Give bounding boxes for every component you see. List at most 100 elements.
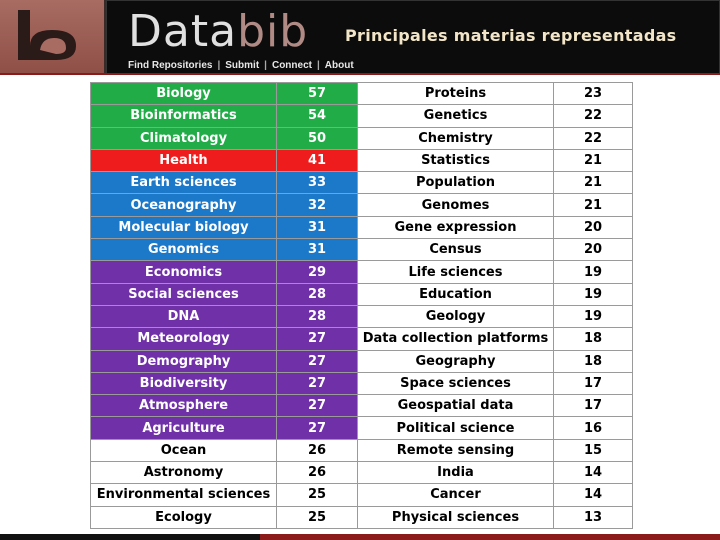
- left-count-cell: 28: [276, 304, 358, 329]
- right-count-cell: 23: [553, 81, 633, 106]
- left-subject-cell: Environmental sciences: [90, 483, 277, 507]
- page-title: Principales materias representadas: [345, 26, 677, 45]
- right-subject-cell: Political science: [357, 416, 554, 440]
- table-row: Agriculture 27 Political science 16: [90, 416, 633, 440]
- left-count-cell: 50: [276, 126, 358, 150]
- left-subject-cell: Biology: [90, 81, 277, 106]
- right-count-cell: 20: [553, 238, 633, 262]
- footer-strip: [0, 534, 720, 540]
- footer-accent: [260, 534, 720, 540]
- right-subject-cell: Remote sensing: [357, 438, 554, 463]
- right-subject-cell: Life sciences: [357, 260, 554, 284]
- right-count-cell: 19: [553, 282, 633, 306]
- right-subject-cell: Proteins: [357, 81, 554, 106]
- table-row: Meteorology 27 Data collection platforms 18: [90, 327, 633, 351]
- right-subject-cell: Gene expression: [357, 215, 554, 240]
- right-subject-cell: Genetics: [357, 104, 554, 128]
- left-count-cell: 25: [276, 505, 358, 529]
- left-subject-cell: Meteorology: [90, 327, 277, 351]
- left-count-cell: 29: [276, 260, 358, 284]
- right-subject-cell: Census: [357, 238, 554, 262]
- right-count-cell: 22: [553, 126, 633, 150]
- left-subject-cell: Biodiversity: [90, 371, 277, 396]
- left-subject-cell: Oceanography: [90, 193, 277, 217]
- right-count-cell: 17: [553, 394, 633, 418]
- subjects-table: Biology 57 Proteins 23 Bioinformatics 54 Genet…: [90, 81, 633, 529]
- table-row: Ecology 25 Physical sciences 13: [90, 505, 633, 529]
- left-subject-cell: Genomics: [90, 238, 277, 262]
- left-count-cell: 57: [276, 81, 358, 106]
- table-row: Atmosphere 27 Geospatial data 17: [90, 394, 633, 418]
- right-count-cell: 19: [553, 304, 633, 329]
- left-count-cell: 28: [276, 282, 358, 306]
- table-row: Molecular biology 31 Gene expression 20: [90, 215, 633, 240]
- nav-find-repositories[interactable]: Find Repositories: [128, 60, 213, 71]
- left-subject-cell: Molecular biology: [90, 215, 277, 240]
- left-count-cell: 26: [276, 461, 358, 485]
- table-row: Ocean 26 Remote sensing 15: [90, 438, 633, 463]
- right-count-cell: 17: [553, 371, 633, 396]
- top-nav: Find Repositories | Submit | Connect | About: [128, 60, 354, 72]
- left-subject-cell: Ecology: [90, 505, 277, 529]
- left-count-cell: 41: [276, 148, 358, 173]
- right-count-cell: 13: [553, 505, 633, 529]
- left-subject-cell: Bioinformatics: [90, 104, 277, 128]
- table-row: Social sciences 28 Education 19: [90, 282, 633, 306]
- left-subject-cell: Agriculture: [90, 416, 277, 440]
- right-count-cell: 21: [553, 193, 633, 217]
- table-row: Economics 29 Life sciences 19: [90, 260, 633, 284]
- left-subject-cell: Earth sciences: [90, 171, 277, 195]
- right-subject-cell: Geology: [357, 304, 554, 329]
- brand-name-part2: bib: [237, 6, 309, 57]
- right-subject-cell: Space sciences: [357, 371, 554, 396]
- right-subject-cell: Genomes: [357, 193, 554, 217]
- right-subject-cell: Statistics: [357, 148, 554, 173]
- right-count-cell: 19: [553, 260, 633, 284]
- brand-panel: [106, 0, 720, 75]
- left-subject-cell: Health: [90, 148, 277, 173]
- left-count-cell: 31: [276, 215, 358, 240]
- left-count-cell: 31: [276, 238, 358, 262]
- brand-name-part1: Data: [128, 6, 238, 57]
- right-subject-cell: Data collection platforms: [357, 327, 554, 351]
- right-count-cell: 21: [553, 148, 633, 173]
- right-subject-cell: Chemistry: [357, 126, 554, 150]
- brand-name[interactable]: Databib: [128, 10, 308, 54]
- left-subject-cell: Climatology: [90, 126, 277, 150]
- table-row: Bioinformatics 54 Genetics 22: [90, 104, 633, 128]
- right-subject-cell: Population: [357, 171, 554, 195]
- databib-logo-icon: [18, 10, 76, 60]
- right-count-cell: 14: [553, 483, 633, 507]
- right-subject-cell: Physical sciences: [357, 505, 554, 529]
- table-row: Oceanography 32 Genomes 21: [90, 193, 633, 217]
- right-subject-cell: Education: [357, 282, 554, 306]
- left-subject-cell: Ocean: [90, 438, 277, 463]
- nav-submit[interactable]: Submit: [225, 60, 260, 71]
- table-row: Earth sciences 33 Population 21: [90, 171, 633, 195]
- table-row: Biodiversity 27 Space sciences 17: [90, 371, 633, 396]
- right-count-cell: 18: [553, 327, 633, 351]
- left-subject-cell: Economics: [90, 260, 277, 284]
- right-count-cell: 20: [553, 215, 633, 240]
- header-divider: [0, 73, 720, 75]
- right-count-cell: 14: [553, 461, 633, 485]
- left-subject-cell: DNA: [90, 304, 277, 329]
- left-count-cell: 27: [276, 349, 358, 373]
- table-row: Biology 57 Proteins 23: [90, 81, 633, 106]
- right-subject-cell: Cancer: [357, 483, 554, 507]
- table-row: Environmental sciences 25 Cancer 14: [90, 483, 633, 507]
- left-subject-cell: Social sciences: [90, 282, 277, 306]
- table-row: Astronomy 26 India 14: [90, 461, 633, 485]
- nav-separator: |: [264, 60, 267, 71]
- left-subject-cell: Atmosphere: [90, 394, 277, 418]
- left-count-cell: 27: [276, 371, 358, 396]
- right-subject-cell: Geospatial data: [357, 394, 554, 418]
- logo[interactable]: [0, 0, 106, 75]
- right-subject-cell: Geography: [357, 349, 554, 373]
- right-count-cell: 15: [553, 438, 633, 463]
- nav-connect[interactable]: Connect: [271, 60, 312, 71]
- nav-about[interactable]: About: [324, 60, 354, 71]
- table-row: Genomics 31 Census 20: [90, 238, 633, 262]
- table-row: Climatology 50 Chemistry 22: [90, 126, 633, 150]
- left-subject-cell: Demography: [90, 349, 277, 373]
